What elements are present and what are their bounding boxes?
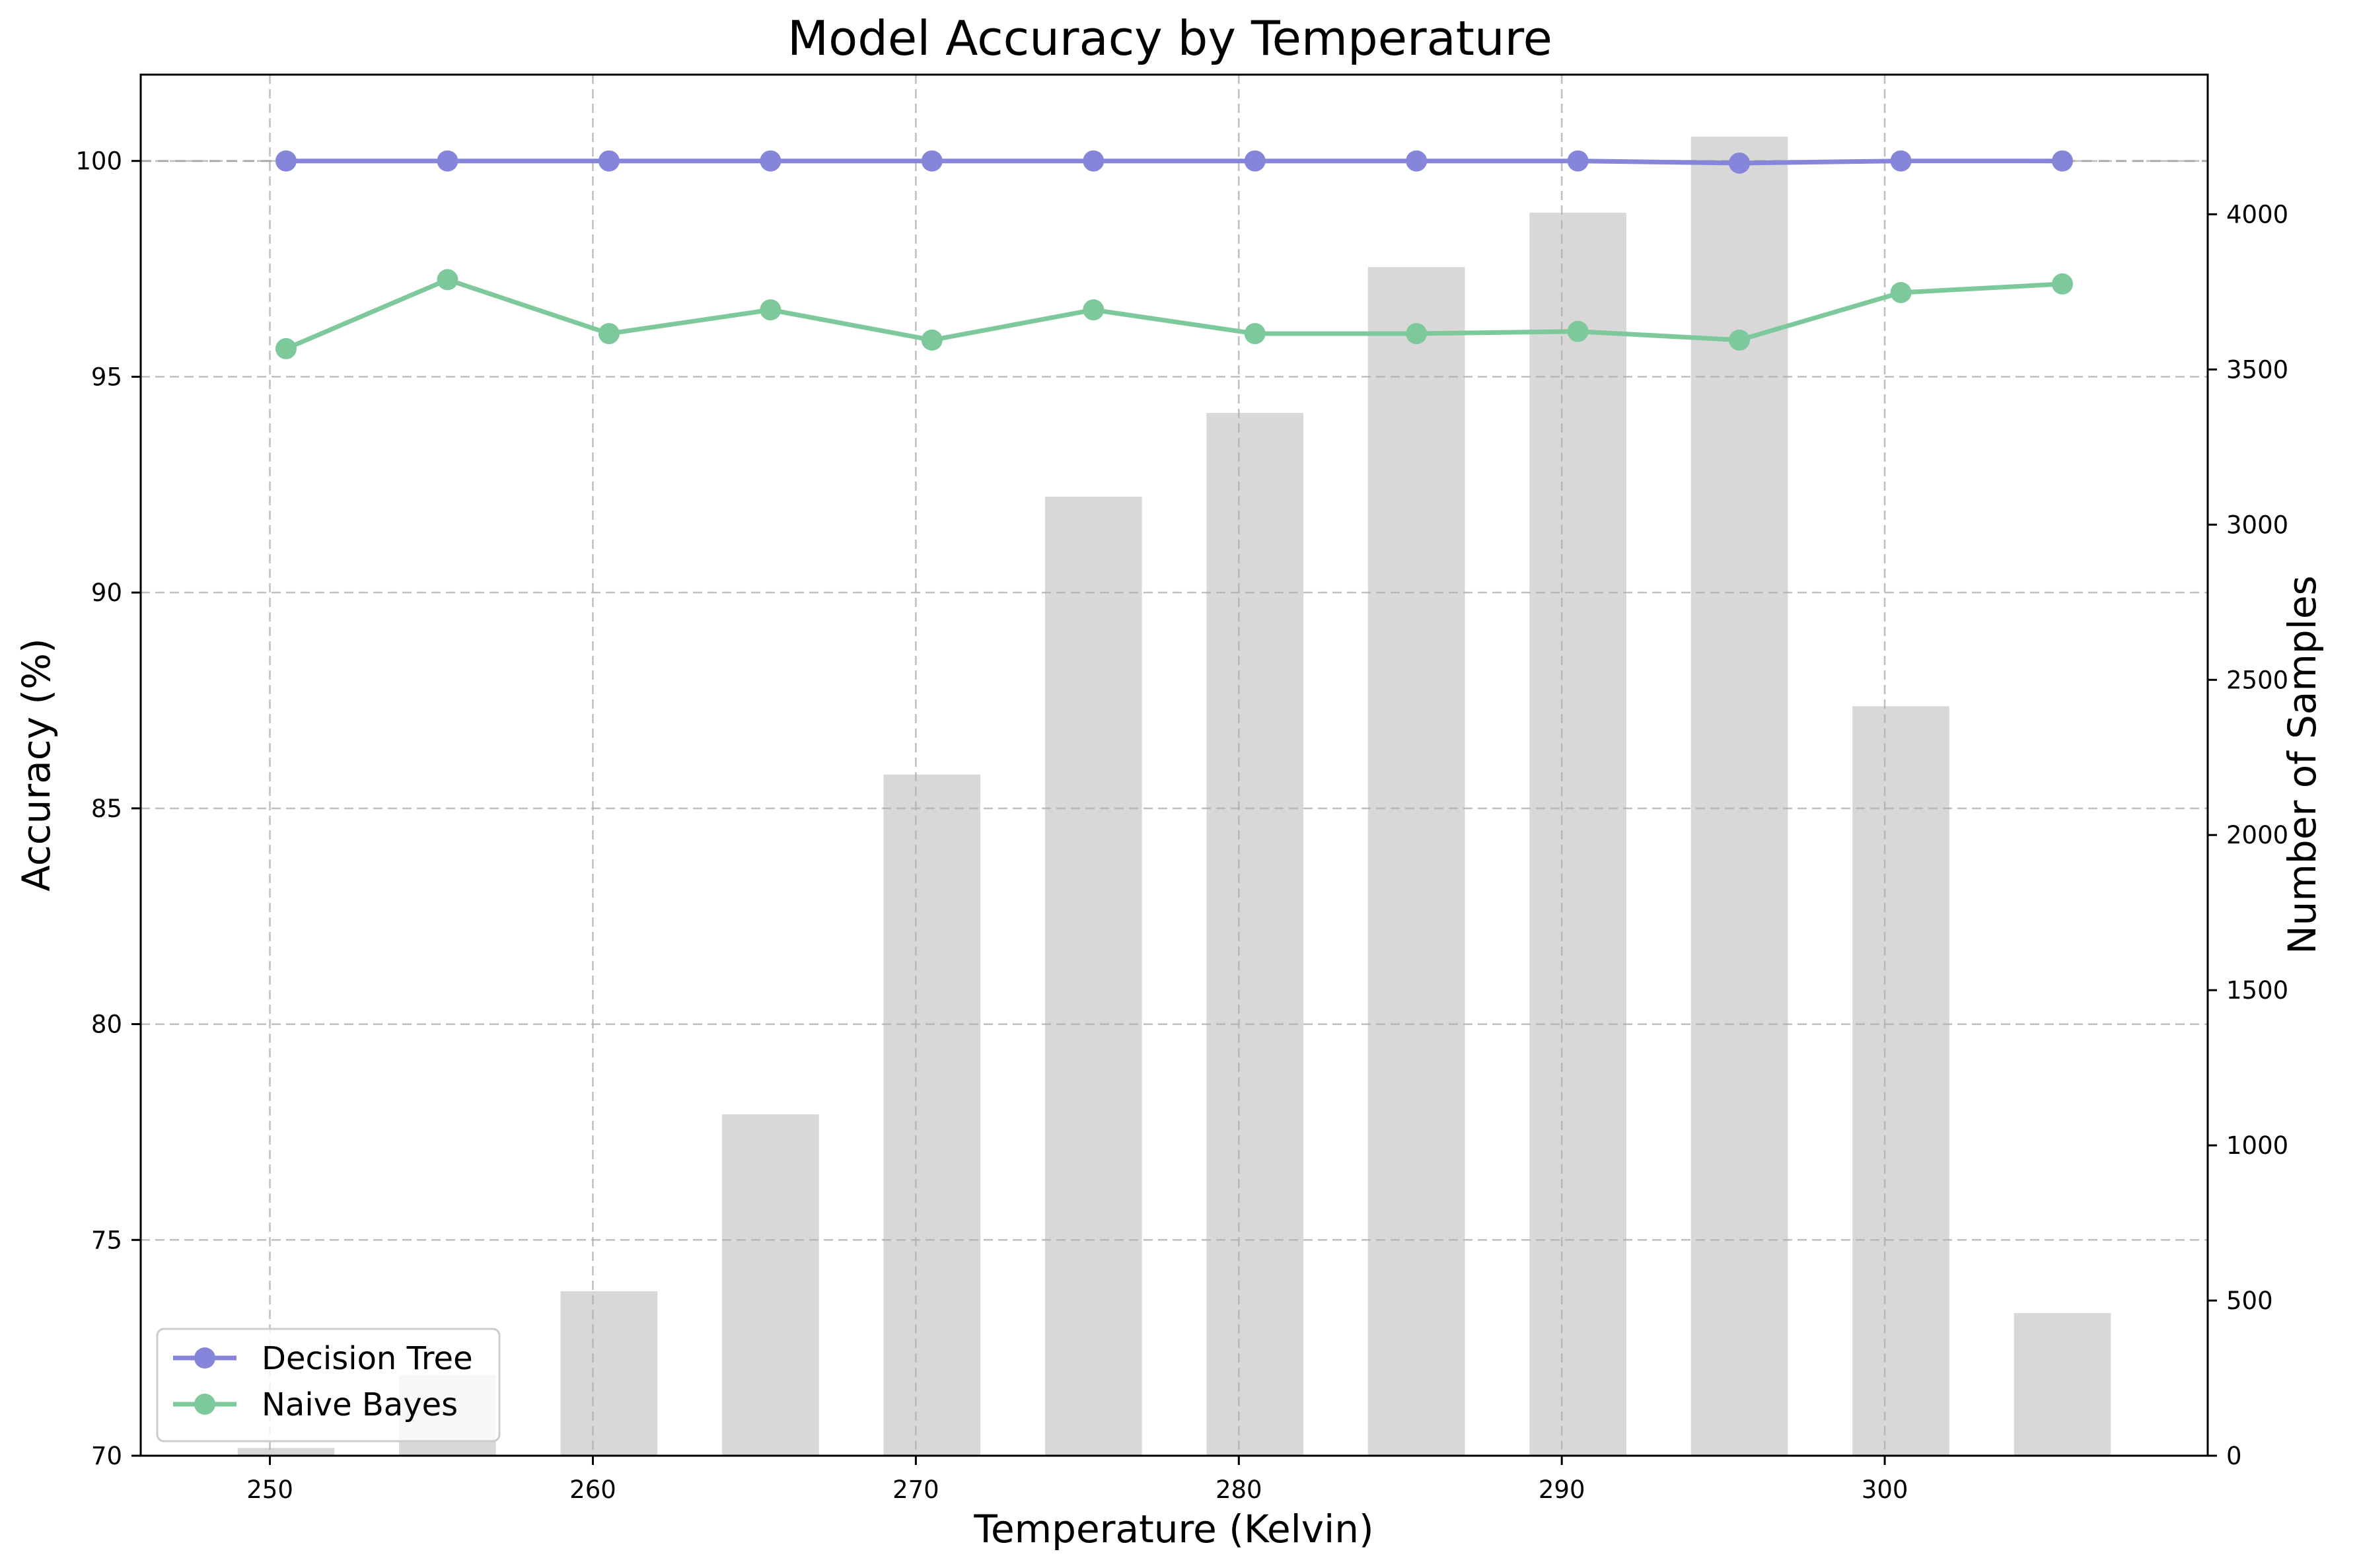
- legend-label-decision-tree: Decision Tree: [262, 1340, 473, 1377]
- y2-tick-label: 3000: [2226, 511, 2288, 539]
- x-axis-label: Temperature (Kelvin): [973, 1507, 1373, 1551]
- x-tick-label: 250: [246, 1476, 293, 1504]
- sample-bar: [1852, 706, 1949, 1456]
- y2-axis-label: Number of Samples: [2280, 575, 2325, 954]
- sample-bar: [883, 774, 981, 1456]
- x-tick-label: 270: [892, 1476, 939, 1504]
- sample-bar: [1206, 413, 1304, 1456]
- y2-tick-label: 2500: [2226, 666, 2288, 694]
- y-tick-label: 85: [91, 795, 122, 823]
- sample-bar: [1367, 267, 1465, 1456]
- x-tick-label: 280: [1216, 1476, 1262, 1504]
- data-point-decision-tree: [1729, 152, 1751, 174]
- data-point-naive-bayes: [921, 329, 943, 351]
- data-point-decision-tree: [275, 150, 297, 172]
- sample-bar: [1044, 497, 1142, 1456]
- x-tick-label: 290: [1539, 1476, 1585, 1504]
- data-point-naive-bayes: [437, 269, 458, 291]
- x-tick-label: 300: [1862, 1476, 1908, 1504]
- data-point-decision-tree: [598, 150, 620, 172]
- data-point-naive-bayes: [1567, 320, 1589, 342]
- y2-tick-label: 500: [2226, 1287, 2273, 1315]
- y-tick-label: 90: [91, 579, 122, 607]
- x-tick-label: 260: [569, 1476, 616, 1504]
- data-point-decision-tree: [1406, 150, 1428, 172]
- data-point-decision-tree: [921, 150, 943, 172]
- data-point-naive-bayes: [760, 299, 781, 321]
- sample-bar: [560, 1291, 658, 1456]
- sample-bar: [722, 1114, 819, 1456]
- y-tick-label: 100: [75, 147, 122, 176]
- y-tick-label: 75: [91, 1226, 122, 1254]
- sample-bar: [1529, 213, 1626, 1456]
- data-point-decision-tree: [1567, 150, 1589, 172]
- y-tick-label: 70: [91, 1442, 122, 1470]
- data-point-naive-bayes: [1406, 323, 1428, 345]
- y-tick-label: 95: [91, 363, 122, 391]
- legend-box: [156, 1328, 501, 1443]
- y2-tick-label: 2000: [2226, 821, 2288, 849]
- plot-frame: [139, 73, 2209, 1457]
- data-point-naive-bayes: [598, 323, 620, 345]
- sample-bar: [2014, 1312, 2111, 1456]
- data-point-decision-tree: [1244, 150, 1266, 172]
- data-point-decision-tree: [2051, 150, 2073, 172]
- legend-label-naive-bayes: Naive Bayes: [262, 1386, 458, 1423]
- chart-title: Model Accuracy by Temperature: [787, 11, 1552, 66]
- lines-layer: [275, 150, 2073, 359]
- y-tick-label: 80: [91, 1011, 122, 1039]
- y2-tick-label: 4000: [2226, 200, 2288, 229]
- data-point-decision-tree: [437, 150, 458, 172]
- series-line-naive-bayes: [285, 277, 2063, 351]
- legend-marker-naive-bayes: [194, 1394, 215, 1415]
- legend: Decision Tree Naive Bayes: [156, 1328, 501, 1443]
- data-point-decision-tree: [1083, 150, 1105, 172]
- data-point-naive-bayes: [2051, 273, 2073, 295]
- ticks-layer: 250 260 270 280 290 3007075808590951000500100…: [75, 147, 2288, 1504]
- legend-marker-decision-tree: [194, 1347, 215, 1369]
- data-point-naive-bayes: [1729, 329, 1751, 351]
- sample-bar: [1690, 136, 1788, 1456]
- data-point-decision-tree: [760, 150, 781, 172]
- y-axis-label: Accuracy (%): [14, 638, 59, 892]
- y2-tick-label: 0: [2226, 1442, 2242, 1470]
- data-point-naive-bayes: [1244, 323, 1266, 345]
- data-point-decision-tree: [1890, 150, 1912, 172]
- y2-tick-label: 1000: [2226, 1131, 2288, 1160]
- data-point-naive-bayes: [1890, 281, 1912, 303]
- y2-tick-label: 1500: [2226, 976, 2288, 1005]
- series-line-decision-tree: [286, 159, 2062, 166]
- sample-bar: [237, 1448, 335, 1456]
- data-point-naive-bayes: [1083, 299, 1105, 321]
- bars-layer: [237, 136, 2111, 1456]
- y2-tick-label: 3500: [2226, 355, 2288, 384]
- data-point-naive-bayes: [275, 338, 297, 359]
